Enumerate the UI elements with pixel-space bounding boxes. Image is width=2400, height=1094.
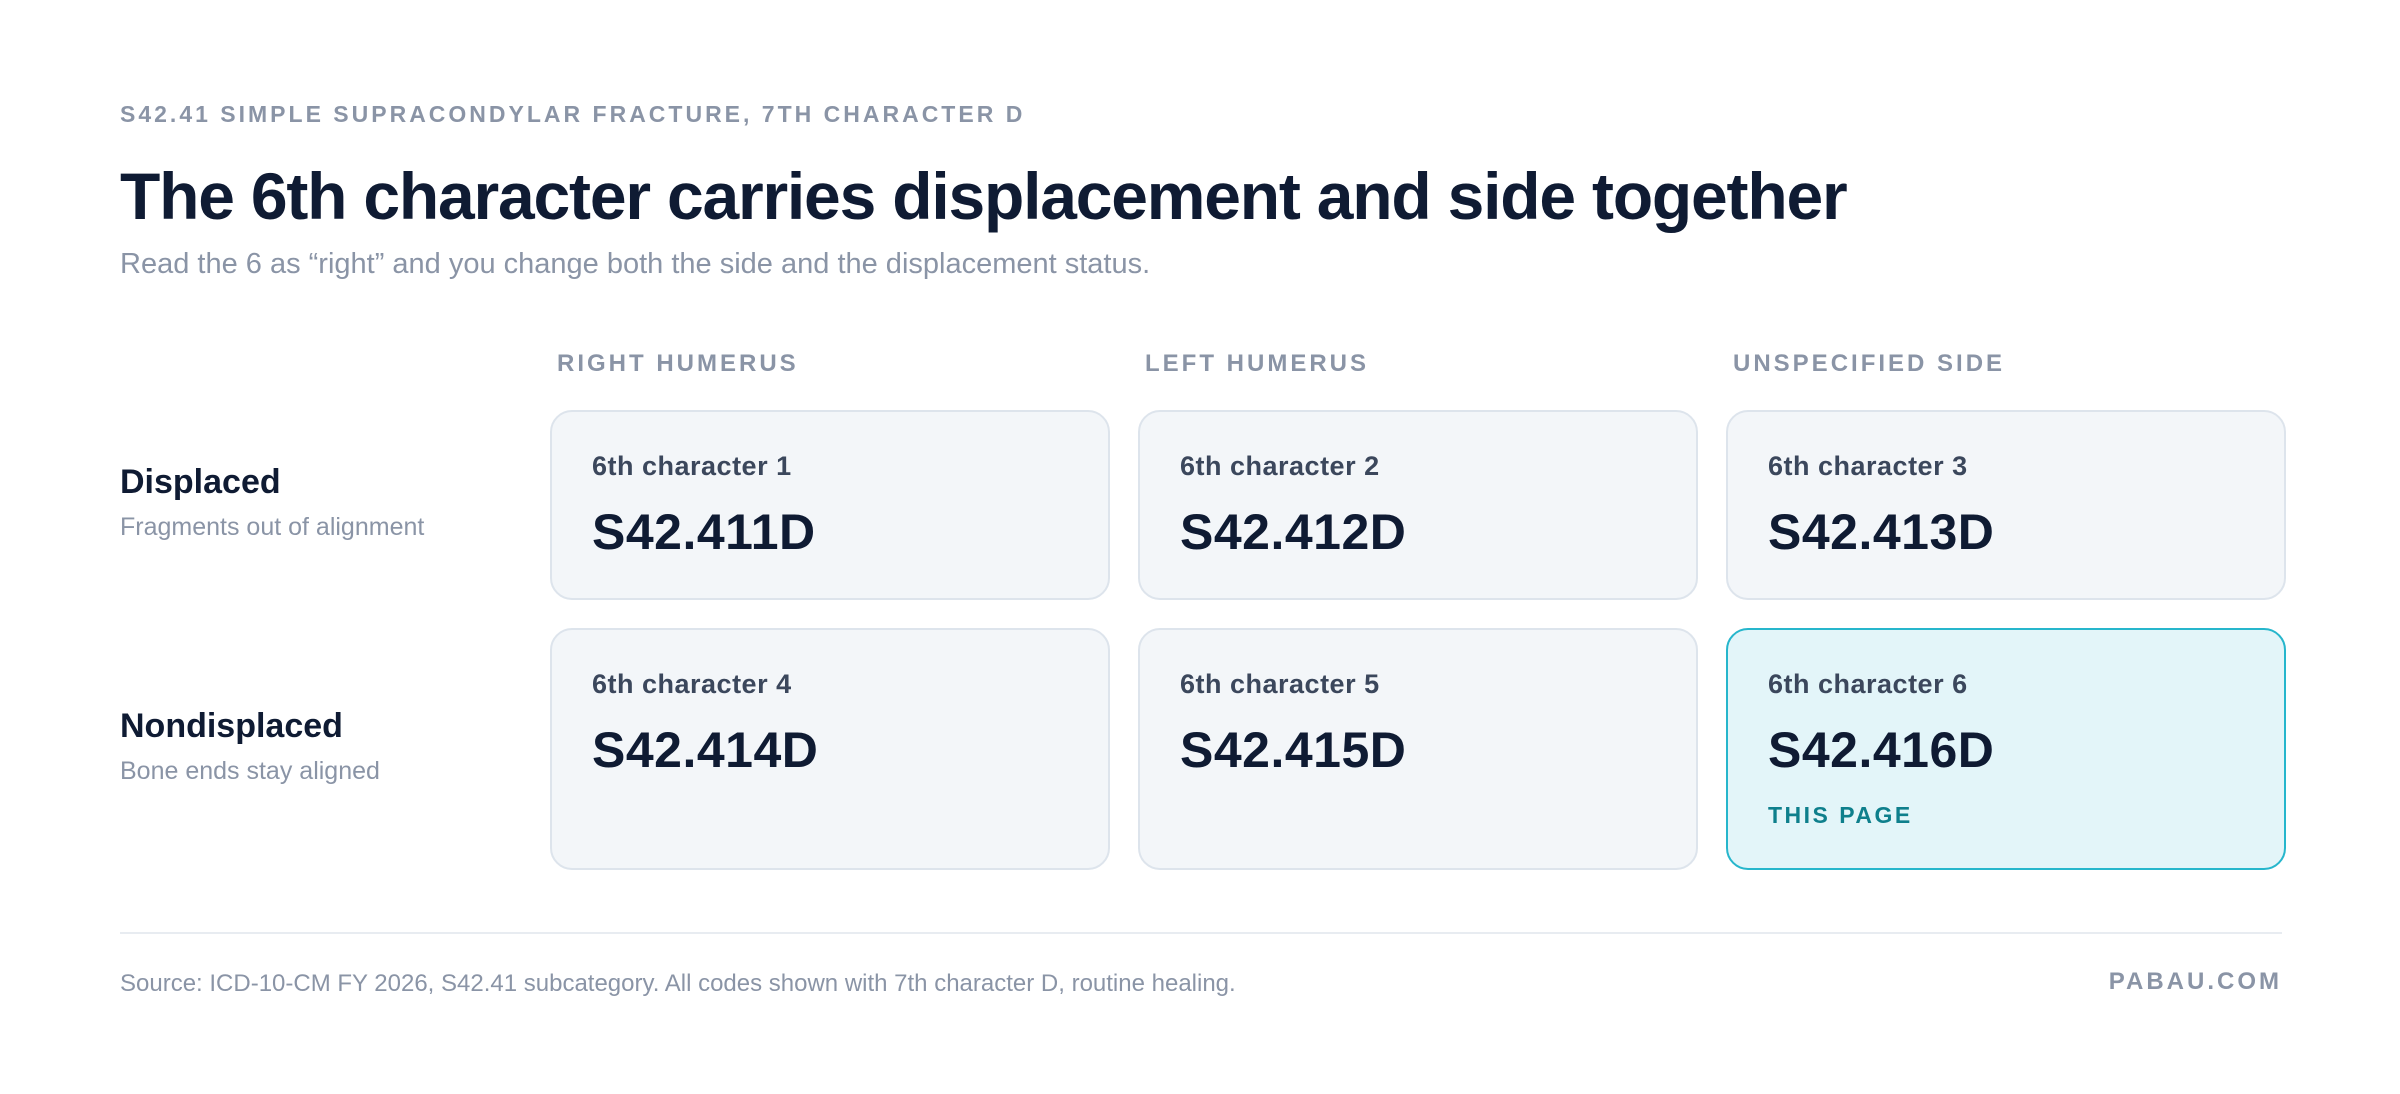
this-page-badge: THIS PAGE: [1768, 802, 1913, 828]
row-displaced: Displaced Fragments out of alignment 6th…: [120, 410, 2286, 600]
card-label: 6th character 4: [592, 669, 792, 699]
code-card-s42-411d[interactable]: 6th character 1 S42.411D: [550, 410, 1110, 600]
column-header-left: LEFT HUMERUS: [1145, 350, 1369, 377]
card-code: S42.412D: [1180, 504, 1407, 560]
footer-brand[interactable]: PABAU.COM: [2108, 968, 2282, 995]
card-code: S42.414D: [592, 722, 819, 778]
row-label-nondisplaced: Nondisplaced Bone ends stay aligned: [120, 706, 380, 786]
column-headers: RIGHT HUMERUS LEFT HUMERUS UNSPECIFIED S…: [120, 340, 2282, 410]
row-nondisplaced: Nondisplaced Bone ends stay aligned 6th …: [120, 628, 2286, 870]
row-title: Nondisplaced: [120, 707, 343, 745]
code-grid: RIGHT HUMERUS LEFT HUMERUS UNSPECIFIED S…: [120, 340, 2286, 870]
card-code: S42.411D: [592, 504, 816, 560]
card-label: 6th character 3: [1768, 451, 1968, 481]
page-title: The 6th character carries displacement a…: [120, 159, 1848, 233]
footer-divider: [120, 932, 2282, 934]
row-label-displaced: Displaced Fragments out of alignment: [120, 462, 424, 542]
eyebrow: S42.41 SIMPLE SUPRACONDYLAR FRACTURE, 7T…: [120, 101, 1026, 127]
column-header-unspecified: UNSPECIFIED SIDE: [1733, 350, 2006, 377]
row-description: Fragments out of alignment: [120, 513, 425, 541]
column-header-right: RIGHT HUMERUS: [557, 350, 799, 377]
row-title: Displaced: [120, 463, 281, 501]
card-code: S42.413D: [1768, 504, 1995, 560]
footer-source: Source: ICD-10-CM FY 2026, S42.41 subcat…: [120, 970, 1236, 997]
card-code: S42.415D: [1180, 722, 1407, 778]
card-label: 6th character 5: [1180, 669, 1380, 699]
code-card-s42-415d[interactable]: 6th character 5 S42.415D: [1138, 628, 1698, 870]
code-card-s42-414d[interactable]: 6th character 4 S42.414D: [550, 628, 1110, 870]
code-card-s42-416d-current[interactable]: 6th character 6 S42.416D THIS PAGE: [1726, 628, 2286, 870]
card-code: S42.416D: [1768, 722, 1995, 778]
code-card-s42-412d[interactable]: 6th character 2 S42.412D: [1138, 410, 1698, 600]
row-description: Bone ends stay aligned: [120, 757, 380, 785]
page-subtitle: Read the 6 as “right” and you change bot…: [120, 248, 1151, 280]
card-label: 6th character 1: [592, 451, 792, 481]
card-label: 6th character 2: [1180, 451, 1380, 481]
code-card-s42-413d[interactable]: 6th character 3 S42.413D: [1726, 410, 2286, 600]
card-label: 6th character 6: [1768, 669, 1968, 699]
